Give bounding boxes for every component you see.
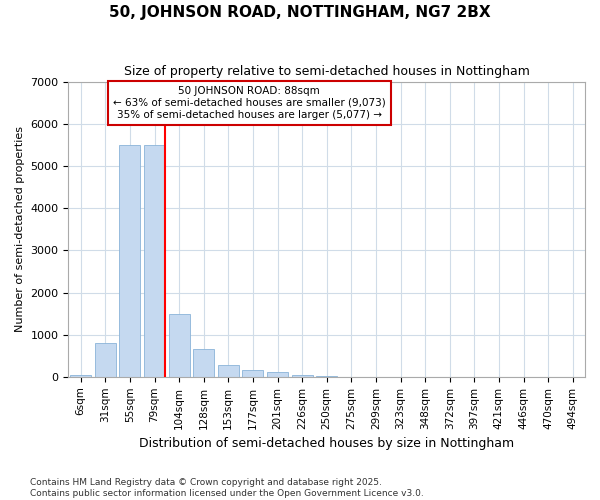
Bar — [144, 145, 165, 377]
Text: Contains HM Land Registry data © Crown copyright and database right 2025.
Contai: Contains HM Land Registry data © Crown c… — [30, 478, 424, 498]
Bar — [95, 343, 116, 377]
Bar — [119, 145, 140, 377]
Bar — [70, 374, 91, 377]
Bar — [169, 314, 190, 377]
Bar — [267, 372, 288, 377]
Text: 50 JOHNSON ROAD: 88sqm
← 63% of semi-detached houses are smaller (9,073)
35% of : 50 JOHNSON ROAD: 88sqm ← 63% of semi-det… — [113, 86, 386, 120]
Bar — [292, 374, 313, 377]
Bar — [218, 364, 239, 377]
X-axis label: Distribution of semi-detached houses by size in Nottingham: Distribution of semi-detached houses by … — [139, 437, 514, 450]
Bar — [193, 348, 214, 377]
Bar — [316, 376, 337, 377]
Bar — [242, 370, 263, 377]
Text: 50, JOHNSON ROAD, NOTTINGHAM, NG7 2BX: 50, JOHNSON ROAD, NOTTINGHAM, NG7 2BX — [109, 5, 491, 20]
Title: Size of property relative to semi-detached houses in Nottingham: Size of property relative to semi-detach… — [124, 65, 530, 78]
Y-axis label: Number of semi-detached properties: Number of semi-detached properties — [15, 126, 25, 332]
